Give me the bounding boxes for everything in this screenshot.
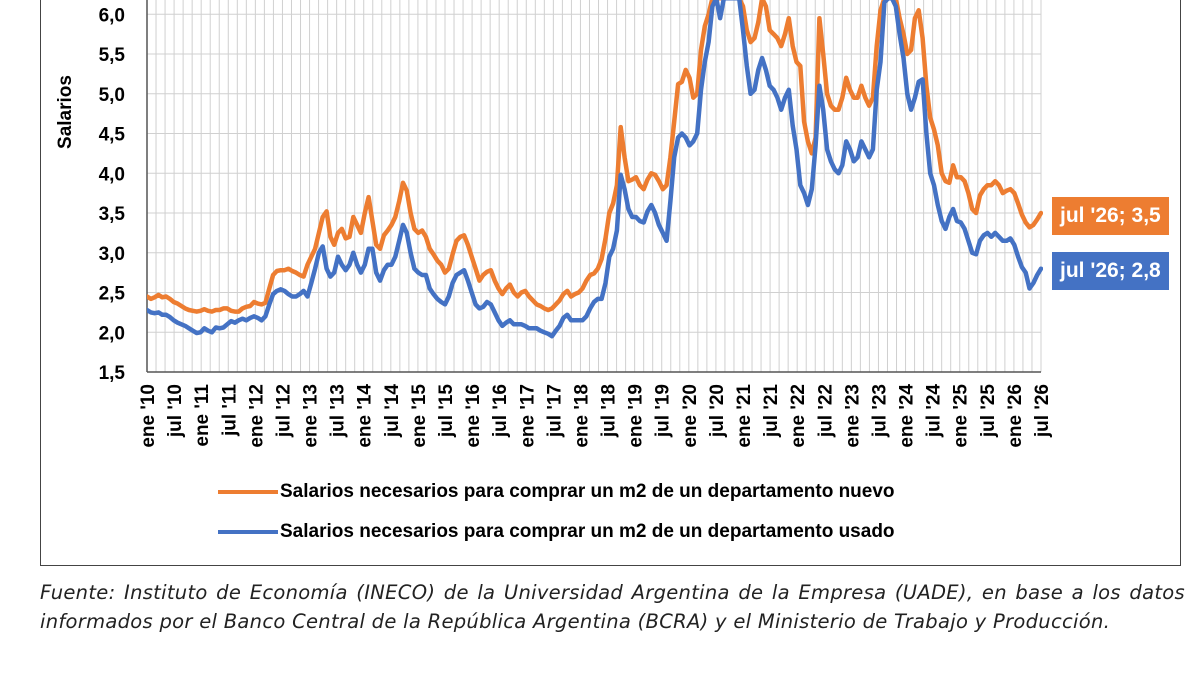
x-tick-label: jul '18 (599, 384, 620, 438)
x-tick-label: jul '25 (978, 384, 999, 439)
end-label-usado: jul '26; 2,8 (1052, 252, 1169, 290)
x-tick-label: jul '24 (924, 384, 945, 439)
x-tick-label: jul '13 (328, 384, 349, 438)
x-tick-label: jul '14 (382, 384, 403, 439)
y-tick-label: 5,0 (99, 85, 125, 106)
x-tick-label: jul '26 (1032, 384, 1053, 438)
x-tick-label: ene '15 (409, 384, 430, 448)
x-tick-label: ene '25 (951, 384, 972, 448)
x-tick-label: ene '14 (355, 384, 376, 448)
x-tick-label: jul '15 (436, 384, 457, 439)
x-tick-label: ene '10 (138, 384, 159, 448)
y-tick-label: 3,5 (99, 204, 126, 225)
y-tick-label: 4,5 (99, 125, 126, 146)
legend-label-usado: Salarios necesarios para comprar un m2 d… (280, 521, 895, 542)
end-label-nuevo: jul '26; 3,5 (1052, 197, 1169, 235)
legend-label-nuevo: Salarios necesarios para comprar un m2 d… (280, 481, 895, 502)
y-tick-label: 6,0 (99, 5, 125, 26)
x-tick-label: ene '17 (517, 384, 538, 448)
chart-frame (40, 0, 1181, 566)
x-tick-label: jul '22 (815, 384, 836, 438)
x-tick-label: ene '12 (246, 384, 267, 448)
legend-item-nuevo: Salarios necesarios para comprar un m2 d… (218, 481, 895, 503)
x-tick-label: ene '13 (301, 384, 322, 448)
y-tick-label: 4,0 (99, 164, 125, 185)
legend-item-usado: Salarios necesarios para comprar un m2 d… (218, 521, 895, 543)
x-tick-label: jul '16 (490, 384, 511, 438)
y-tick-label: 1,5 (99, 363, 126, 384)
x-tick-label: jul '12 (273, 384, 294, 438)
x-tick-label: ene '11 (192, 384, 213, 447)
legend-line-nuevo (218, 490, 278, 494)
x-tick-label: ene '16 (463, 384, 484, 448)
source-note: Fuente: Instituto de Economía (INECO) de… (40, 581, 1185, 633)
line-chart: 6,0 5,5 5,0 4,5 4,0 3,5 3,0 2,5 2,0 1,5 Salarios en… (55, 0, 1053, 448)
series-line-usado (147, 0, 1043, 339)
x-tick-label: jul '19 (653, 384, 674, 438)
x-tick-label: ene '20 (680, 384, 701, 448)
x-tick-label: jul '20 (707, 384, 728, 438)
x-tick-label: ene '22 (788, 384, 809, 448)
legend-line-usado (218, 530, 278, 534)
x-tick-label: ene '19 (626, 384, 647, 448)
x-tick-label: jul '10 (165, 384, 186, 438)
x-tick-label: jul '11 (219, 384, 240, 437)
x-tick-label: ene '21 (734, 384, 755, 448)
series-line-nuevo (147, 0, 1043, 314)
y-tick-label: 2,5 (99, 284, 126, 305)
y-tick-label: 3,0 (99, 244, 125, 265)
x-tick-label: jul '21 (761, 384, 782, 439)
x-tick-label: ene '23 (842, 384, 863, 448)
y-tick-label: 5,5 (99, 45, 126, 66)
x-tick-label: ene '26 (1005, 384, 1026, 448)
y-tick-label: 2,0 (99, 323, 125, 344)
x-tick-label: jul '23 (869, 384, 890, 438)
x-tick-label: jul '17 (544, 384, 565, 438)
y-axis-title: Salarios (55, 75, 76, 149)
x-tick-label: ene '24 (897, 384, 918, 448)
x-tick-label: ene '18 (571, 384, 592, 448)
